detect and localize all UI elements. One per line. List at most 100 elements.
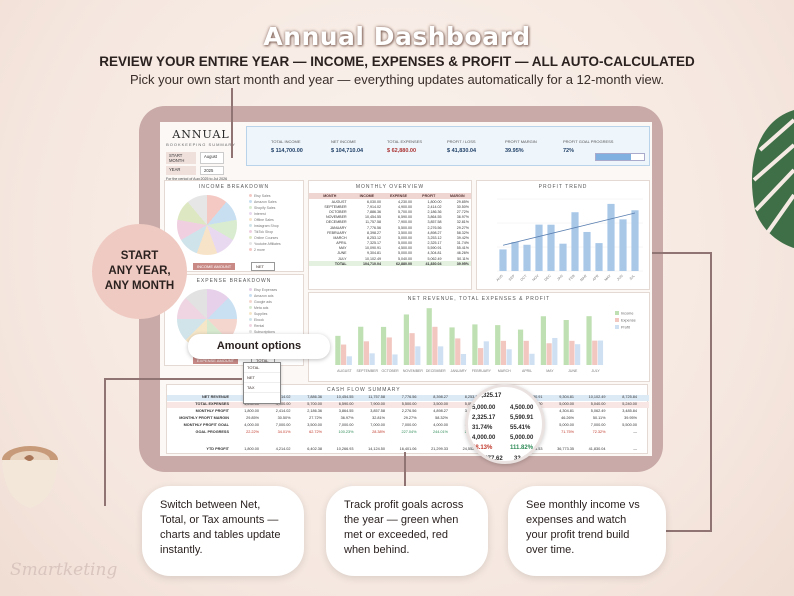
cash-flow-row: YTD PROFIT 1,800.00 4,214.02 6,402.38 10,266…	[167, 447, 649, 453]
table-cell: 7,325.17	[367, 241, 382, 246]
combo-bar-income	[472, 324, 478, 365]
table-row: SEPTEMBER 7,914.02 4,900.00 2,414.02 30.50%	[309, 204, 471, 209]
legend-swatch	[249, 306, 252, 309]
combo-bar-profit	[529, 353, 535, 365]
cash-flow-cell: 4,900.00	[275, 402, 291, 406]
cash-flow-cell: 41,830.04	[588, 447, 606, 451]
legend-swatch	[249, 248, 252, 251]
x-tick-label: NOV	[532, 273, 541, 282]
table-cell: 4,500.00	[398, 246, 413, 251]
cash-flow-cell: 6,590.00	[338, 402, 354, 406]
table-cell: 10,102.49	[365, 256, 382, 261]
table-cell: 11,757.58	[365, 220, 382, 225]
monthly-overview-title: MONTHLY OVERVIEW	[355, 184, 425, 190]
kpi-value: $ 41,830.04	[447, 148, 477, 154]
combo-chart: AUGUST SEPTEMBER OCTOBER NOVEMBER DECEMBER JA…	[335, 308, 636, 373]
x-tick-label: MAY	[546, 369, 554, 373]
table-cell: JUNE	[337, 251, 347, 256]
monthly-overview-panel: MONTHLY OVERVIEW MONTH INCOME EXPENSE PROFI…	[308, 180, 472, 290]
legend-swatch	[249, 324, 252, 327]
callout-card-amounts: Switch between Net, Total, or Tax amount…	[142, 486, 304, 576]
legend-item: Youtube Affiliates	[249, 241, 281, 247]
legend-item: Online Courses	[249, 235, 281, 241]
x-tick-label: JULY	[591, 369, 600, 373]
progress-fill	[596, 154, 631, 160]
profit-trend-panel: PROFIT TREND AUG SEP OCT NOV DEC JAN FEB MAR APR…	[476, 180, 650, 290]
trend-bar	[535, 224, 543, 271]
cash-flow-label: MONTHLY PROFIT MARGIN	[179, 416, 229, 420]
table-cell: 1,800.00	[427, 199, 442, 204]
cash-flow-cell: 227.04%	[401, 430, 417, 434]
x-tick-label: JUL	[628, 274, 635, 281]
table-row: DECEMBER 11,757.58 7,900.00 3,857.58 32.81%	[309, 220, 471, 225]
table-cell: AUGUST	[331, 199, 347, 204]
start-any-year-badge: START ANY YEAR, ANY MONTH	[92, 224, 187, 319]
connector-line	[231, 88, 233, 158]
x-tick-label: DEC	[544, 274, 552, 282]
monthly-overview-table: MONTH INCOME EXPENSE PROFIT MARGIN AUGUST 6,03…	[309, 193, 471, 267]
combo-bar-expense	[569, 340, 575, 365]
zoom-goal-behind: 58.13%	[472, 445, 493, 451]
coffee-cup-icon	[2, 446, 58, 508]
dropdown-option-tax[interactable]: TAX	[244, 383, 280, 393]
cash-flow-cell: 10,266.93	[336, 447, 354, 451]
legend-swatch	[249, 224, 252, 227]
cash-flow-cell: 10,454.55	[336, 395, 354, 399]
expense-breakdown-title: EXPENSE BREAKDOWN	[196, 278, 272, 284]
year-input[interactable]: 2025	[200, 166, 224, 175]
x-tick-label: JAN	[556, 274, 564, 282]
dropdown-option-total[interactable]: TOTAL	[244, 363, 280, 373]
table-header-row: MONTH INCOME EXPENSE PROFIT MARGIN	[309, 193, 471, 199]
kpi-value: $ 62,880.00	[387, 148, 417, 154]
combo-bar-income	[563, 320, 569, 365]
income-amount-select[interactable]: NET	[251, 262, 275, 271]
cash-flow-cell: 9,304.81	[559, 395, 574, 399]
table-cell: 7,914.02	[367, 204, 382, 209]
table-row: JUNE 9,304.81 5,000.00 4,304.81 46.26%	[309, 251, 471, 256]
legend-item: 2 more	[249, 247, 281, 253]
table-cell: 5,590.91	[427, 246, 442, 251]
connector-line	[664, 530, 712, 532]
cash-flow-cell: 32.81%	[372, 416, 385, 420]
combo-bar-profit	[460, 353, 467, 365]
trend-bar	[523, 244, 531, 271]
table-cell: 27.72%	[456, 209, 469, 214]
combo-bar-income	[403, 314, 409, 365]
legend-swatch	[249, 200, 252, 203]
cash-flow-cell: 22.22%	[246, 430, 259, 434]
combo-bar-income	[426, 308, 432, 365]
start-month-select[interactable]: August	[200, 152, 224, 164]
dropdown-option-net[interactable]: NET	[244, 373, 280, 383]
amount-dropdown[interactable]: TOTAL NET TAX	[243, 362, 281, 404]
legend-item: Supplies	[249, 311, 277, 317]
cash-flow-cell: 29.85%	[246, 416, 259, 420]
page-tagline: Pick your own start month and year — eve…	[130, 72, 664, 87]
zoom-value: 5,000.00	[510, 435, 534, 441]
expense-legend: Etsy Expenses Amazon ads Google ads Meta ad…	[249, 287, 277, 341]
legend-swatch	[615, 325, 619, 329]
combo-bar-profit	[483, 341, 489, 365]
connector-line	[104, 378, 242, 380]
legend-item: Etsy Sales	[249, 193, 281, 199]
callout-card-trend: See monthly income vs expenses and watch…	[508, 486, 666, 576]
x-tick-label: APRIL	[522, 369, 532, 373]
combo-chart-panel: NET REVENUE, TOTAL EXPENSES & PROFIT AUG…	[308, 292, 650, 382]
table-cell: 8,253.12	[367, 235, 382, 240]
cash-flow-cell: 21,299.33	[431, 447, 448, 451]
kpi-net-income: NET INCOME $ 104,710.04	[331, 139, 363, 154]
cash-flow-cell: 24,552.45	[462, 447, 480, 451]
table-row: AUGUST 6,030.00 4,230.00 1,800.00 29.85%	[309, 199, 471, 204]
table-cell: 5,700.00	[398, 209, 413, 214]
table-row: FEBRUARY 8,398.27 3,500.00 4,898.27 58.32%	[309, 230, 471, 235]
legend-item: Amazon Sales	[249, 199, 281, 205]
cash-flow-cell: 3,864.55	[338, 409, 354, 413]
table-cell: NOVEMBER	[326, 215, 347, 220]
trend-line	[502, 212, 636, 246]
cash-flow-cell: 4,230.00	[244, 402, 259, 406]
legend-label: Income	[621, 312, 633, 316]
cash-flow-cell: 34.01%	[277, 430, 291, 434]
table-cell: 9,304.81	[367, 251, 382, 256]
cash-flow-cell: 8,398.27	[433, 395, 448, 399]
cash-flow-cell: 5,700.00	[307, 402, 322, 406]
cash-flow-cell: 10,102.49	[588, 395, 606, 399]
